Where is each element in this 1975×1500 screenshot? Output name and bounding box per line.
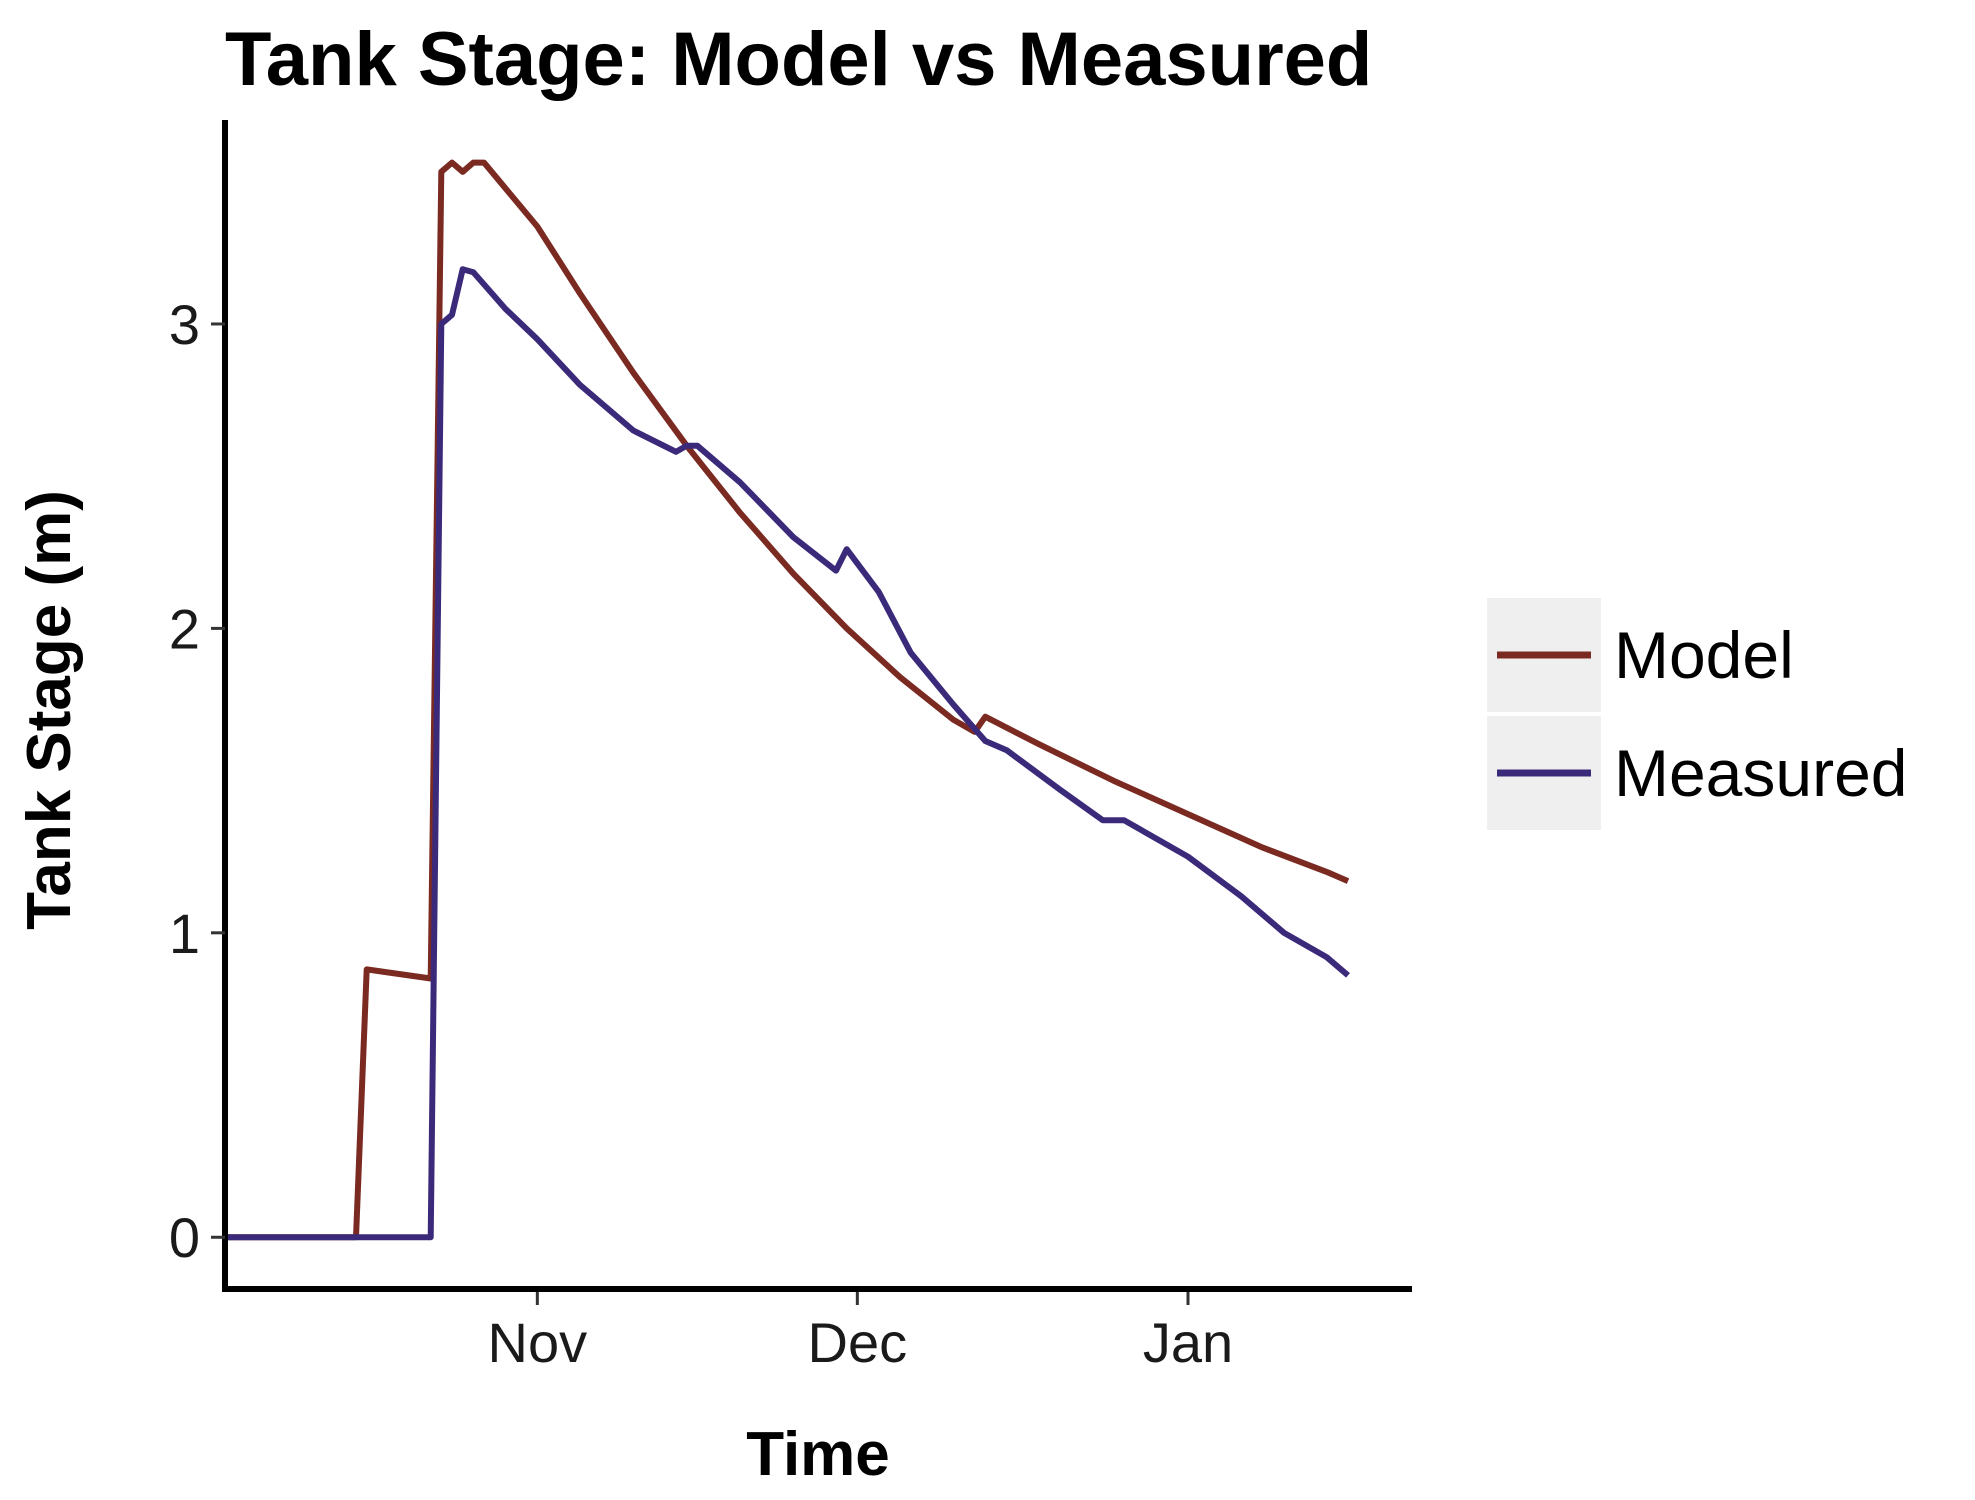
x-ticks: Nov Dec Jan — [488, 1292, 1233, 1374]
y-tick-label: 3 — [169, 293, 200, 356]
series-line-measured — [228, 266, 1350, 1241]
chart-title: Tank Stage: Model vs Measured — [225, 17, 1373, 102]
series-line-model — [228, 159, 1350, 1241]
x-tick-label: Nov — [488, 1311, 588, 1374]
y-tick-label: 0 — [169, 1206, 200, 1269]
y-ticks: 0 1 2 3 — [169, 293, 225, 1269]
y-tick-label: 2 — [169, 597, 200, 660]
legend-label-model: Model — [1614, 618, 1794, 692]
legend-label-measured: Measured — [1614, 736, 1908, 810]
x-tick-label: Jan — [1143, 1311, 1233, 1374]
x-tick-label: Dec — [808, 1311, 908, 1374]
legend: Model Measured — [1487, 598, 1908, 830]
axes — [222, 120, 1412, 1292]
series-layer — [228, 159, 1350, 1241]
y-tick-label: 1 — [169, 902, 200, 965]
x-axis-title: Time — [746, 1420, 890, 1489]
y-axis-title: Tank Stage (m) — [15, 490, 84, 930]
